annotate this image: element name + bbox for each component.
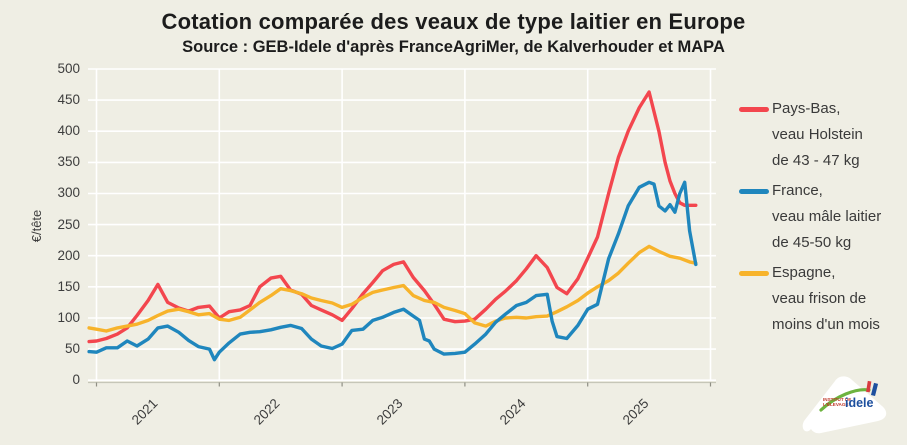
y-tick-label: 300 bbox=[57, 185, 80, 201]
y-tick-label: 200 bbox=[57, 247, 80, 263]
logo-institut-text-2: L'ÉLEVAGE bbox=[823, 400, 849, 407]
legend-label: moins d'un mois bbox=[772, 316, 880, 333]
logo-pick-shape bbox=[802, 376, 887, 434]
legend-label: de 43 - 47 kg bbox=[772, 152, 860, 169]
y-tick-label: 100 bbox=[57, 309, 80, 325]
legend: Pays-Bas, veau Holstein de 43 - 47 kg Fr… bbox=[739, 96, 904, 342]
legend-label: France, bbox=[772, 182, 823, 199]
page-subtitle: Source : GEB-Idele d'après FranceAgriMer… bbox=[182, 38, 725, 56]
legend-item-espagne: Espagne, veau frison de moins d'un mois bbox=[739, 260, 904, 338]
legend-swatch-france-icon bbox=[739, 189, 769, 194]
y-tick-label: 250 bbox=[57, 216, 80, 232]
series-line-espagne bbox=[87, 244, 698, 333]
logo-blue-flag-icon bbox=[870, 382, 879, 396]
y-tick-label: 0 bbox=[72, 372, 80, 388]
legend-label: Pays-Bas, bbox=[772, 100, 841, 117]
y-tick-label: 500 bbox=[57, 61, 80, 76]
legend-swatch-espagne-icon bbox=[739, 271, 769, 276]
logo-green-swoosh-icon bbox=[819, 388, 871, 412]
y-tick-label: 150 bbox=[57, 278, 80, 294]
y-tick-label: 400 bbox=[57, 123, 80, 139]
logo-institut-text-1: INSTITUT DE bbox=[823, 397, 851, 402]
y-tick-label: 50 bbox=[64, 341, 80, 357]
logo-red-flag-icon bbox=[866, 380, 872, 393]
idele-logo: INSTITUT DE L'ÉLEVAGE idele bbox=[802, 376, 887, 434]
series-line-france bbox=[87, 180, 698, 362]
legend-label: veau frison de bbox=[772, 290, 867, 307]
y-tick-label: 350 bbox=[57, 154, 80, 170]
legend-label: de 45-50 kg bbox=[772, 234, 852, 251]
legend-item-france: France, veau mâle laitier de 45-50 kg bbox=[739, 178, 904, 256]
legend-label: veau mâle laitier bbox=[772, 208, 882, 225]
page-title: Cotation comparée des veaux de type lait… bbox=[161, 9, 746, 34]
series-line-pays-bas bbox=[87, 90, 698, 344]
legend-label: Espagne, bbox=[772, 264, 836, 281]
legend-swatch-pays-bas-icon bbox=[739, 107, 769, 112]
legend-item-pays-bas: Pays-Bas, veau Holstein de 43 - 47 kg bbox=[739, 96, 904, 174]
logo-idele-text: idele bbox=[845, 396, 874, 410]
y-tick-label: 450 bbox=[57, 92, 80, 108]
legend-label: veau Holstein bbox=[772, 126, 863, 143]
